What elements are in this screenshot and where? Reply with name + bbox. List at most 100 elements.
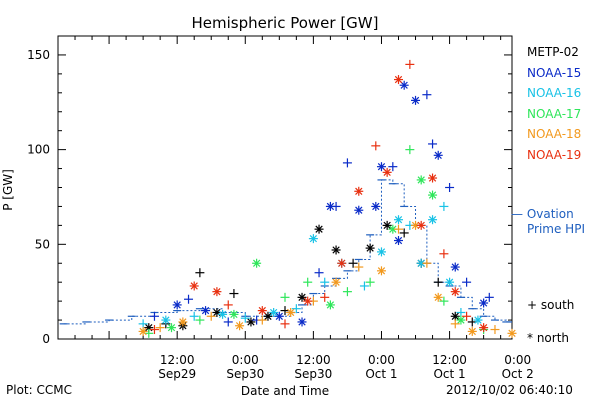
- data-point-noaa-17: [456, 315, 466, 325]
- data-point-noaa-15: [342, 158, 352, 168]
- x-tick-date-label: Oct 1: [365, 367, 397, 381]
- data-point-noaa-16: [359, 281, 369, 291]
- data-point-noaa-18: [235, 321, 245, 331]
- data-point-noaa-15: [462, 277, 472, 287]
- data-point-noaa-19: [320, 292, 330, 302]
- data-point-noaa-19: [149, 325, 159, 335]
- data-point-noaa-15: [445, 183, 455, 192]
- data-point-noaa-19: [337, 258, 347, 268]
- data-point-noaa-19: [371, 141, 381, 151]
- data-point-noaa-19: [303, 296, 313, 306]
- axes: 05010015012:00Sep290:00Sep3012:00Sep300:…: [27, 35, 534, 381]
- satellite-points: [138, 59, 517, 338]
- data-point-noaa-17: [229, 309, 239, 319]
- legend-item-noaa-17: NOAA-17: [527, 106, 582, 121]
- data-point-noaa-15: [331, 201, 341, 211]
- data-point-noaa-16: [445, 277, 455, 287]
- legend-item-metp-02: METP-02: [527, 45, 579, 59]
- data-point-noaa-19: [280, 319, 290, 329]
- data-point-noaa-15: [484, 292, 494, 302]
- data-point-noaa-16: [240, 313, 250, 323]
- data-point-noaa-17: [365, 277, 375, 287]
- data-point-metp-02: [297, 292, 307, 302]
- data-point-noaa-15: [394, 236, 403, 246]
- data-point-noaa-18: [467, 326, 477, 336]
- data-point-noaa-15: [172, 300, 182, 310]
- data-point-noaa-19: [405, 59, 415, 69]
- data-point-noaa-15: [371, 201, 381, 211]
- y-tick-label: 100: [27, 143, 50, 157]
- data-point-noaa-18: [286, 307, 296, 317]
- ovation-legend-line1: — Ovation: [511, 207, 574, 221]
- ovation-legend-line2: Prime HPI: [527, 222, 585, 236]
- data-point-noaa-15: [422, 90, 432, 100]
- data-point-noaa-15: [274, 311, 284, 321]
- data-point-metp-02: [314, 224, 324, 234]
- legend-item-noaa-18: NOAA-18: [527, 127, 582, 141]
- data-point-noaa-16: [320, 277, 330, 287]
- data-point-metp-02: [263, 311, 273, 321]
- data-point-noaa-19: [354, 186, 364, 196]
- data-point-noaa-18: [507, 328, 517, 338]
- data-point-noaa-18: [490, 325, 500, 335]
- data-point-noaa-15: [184, 294, 194, 304]
- data-point-noaa-17: [252, 258, 262, 268]
- data-point-noaa-17: [325, 300, 335, 310]
- data-point-noaa-18: [138, 326, 148, 336]
- x-tick-date-label: Sep30: [226, 367, 264, 381]
- data-point-noaa-17: [428, 190, 438, 200]
- data-point-noaa-15: [388, 162, 398, 172]
- data-point-noaa-19: [450, 287, 460, 297]
- data-point-noaa-17: [342, 287, 352, 297]
- data-point-noaa-18: [433, 292, 443, 302]
- data-point-noaa-16: [439, 201, 449, 211]
- data-point-noaa-18: [354, 262, 364, 272]
- data-point-noaa-19: [462, 311, 472, 321]
- data-point-metp-02: [246, 317, 256, 327]
- data-point-noaa-18: [422, 258, 432, 268]
- data-point-noaa-15: [297, 317, 307, 327]
- data-point-noaa-16: [269, 307, 279, 317]
- data-point-noaa-16: [394, 215, 403, 225]
- data-point-noaa-19: [479, 323, 489, 333]
- data-point-metp-02: [348, 258, 358, 268]
- data-point-noaa-15: [479, 298, 489, 308]
- legend-item-noaa-19: NOAA-19: [527, 147, 582, 162]
- data-point-metp-02: [365, 243, 375, 253]
- x-tick-time-label: 12:00: [432, 353, 467, 367]
- legend-item-noaa-15: NOAA-15: [527, 65, 582, 80]
- plot-credit: Plot: CCMC: [6, 383, 72, 397]
- data-point-noaa-15: [201, 306, 211, 316]
- x-tick-date-label: Oct 2: [502, 367, 534, 381]
- data-point-metp-02: [331, 245, 341, 255]
- data-point-noaa-17: [280, 292, 290, 302]
- y-tick-label: 0: [42, 332, 50, 346]
- y-tick-label: 150: [27, 48, 50, 62]
- data-point-noaa-18: [331, 277, 341, 287]
- data-point-noaa-18: [450, 319, 460, 329]
- data-point-noaa-16: [376, 247, 386, 257]
- data-point-noaa-16: [218, 309, 228, 319]
- data-point-noaa-15: [149, 311, 159, 321]
- x-tick-time-label: 0:00: [504, 353, 531, 367]
- legend-item-noaa-16: NOAA-16: [527, 86, 582, 100]
- x-tick-date-label: Oct 1: [433, 367, 465, 381]
- north-marker-note: * north: [527, 331, 570, 345]
- data-point-noaa-19: [382, 167, 392, 177]
- data-point-noaa-19: [189, 281, 199, 291]
- data-point-noaa-19: [428, 173, 438, 183]
- data-point-noaa-15: [223, 317, 233, 327]
- data-point-metp-02: [229, 289, 239, 299]
- data-point-noaa-18: [155, 323, 165, 333]
- data-point-metp-02: [450, 311, 460, 321]
- data-point-noaa-15: [376, 162, 386, 172]
- data-point-noaa-15: [428, 139, 438, 149]
- x-tick-time-label: 12:00: [296, 353, 331, 367]
- ovation-line: [63, 179, 507, 325]
- x-tick-date-label: Sep30: [294, 367, 332, 381]
- data-point-noaa-15: [450, 262, 460, 272]
- data-point-noaa-16: [473, 315, 483, 325]
- data-point-noaa-18: [206, 311, 216, 321]
- data-point-noaa-16: [189, 311, 199, 321]
- data-point-metp-02: [433, 277, 443, 287]
